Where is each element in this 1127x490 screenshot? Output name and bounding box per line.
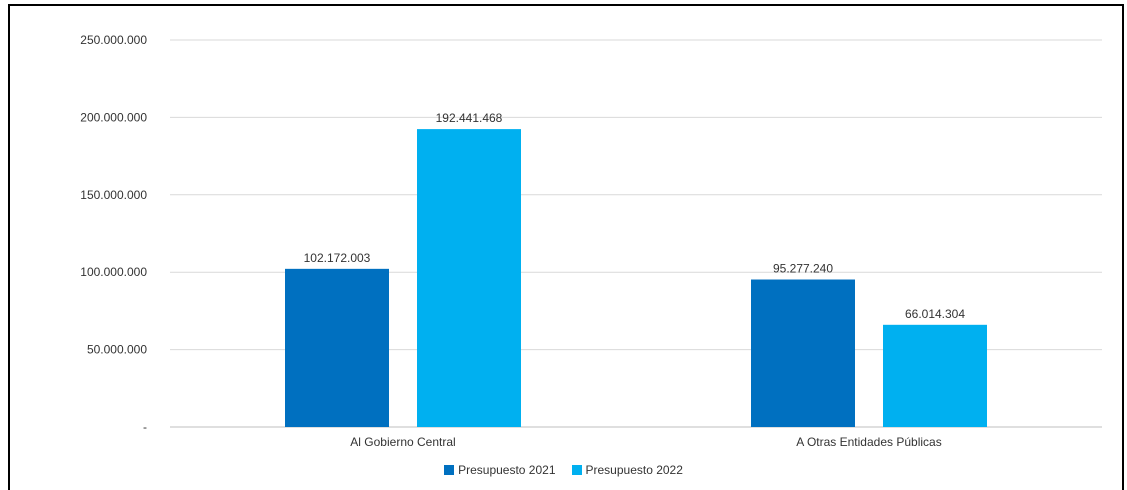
bar [285,268,389,427]
legend-item-series-1[interactable]: Presupuesto 2021 [444,463,556,477]
y-tick-label: 200.000.000 [80,110,147,124]
x-category-label: A Otras Entidades Públicas [796,435,941,449]
bar [751,279,855,427]
data-label: 66.014.304 [905,307,965,321]
data-label: 192.441.468 [436,111,503,125]
y-tick-label: 150.000.000 [80,188,147,202]
x-category-label: Al Gobierno Central [350,435,455,449]
y-tick-label: - [143,420,147,434]
bar [883,324,987,427]
chart-frame [8,4,1124,490]
y-tick-label: 50.000.000 [87,343,147,357]
legend-label-series-2: Presupuesto 2022 [585,463,683,477]
y-tick-label: 250.000.000 [80,33,147,47]
legend-swatch-series-2 [571,465,582,475]
legend: Presupuesto 2021 Presupuesto 2022 [0,463,1127,477]
legend-item-series-2[interactable]: Presupuesto 2022 [571,463,683,477]
y-tick-label: 100.000.000 [80,265,147,279]
legend-swatch-series-1 [444,465,455,475]
legend-label-series-1: Presupuesto 2021 [458,463,556,477]
data-label: 95.277.240 [773,262,833,276]
data-label: 102.172.003 [304,251,371,265]
bar [417,129,521,428]
